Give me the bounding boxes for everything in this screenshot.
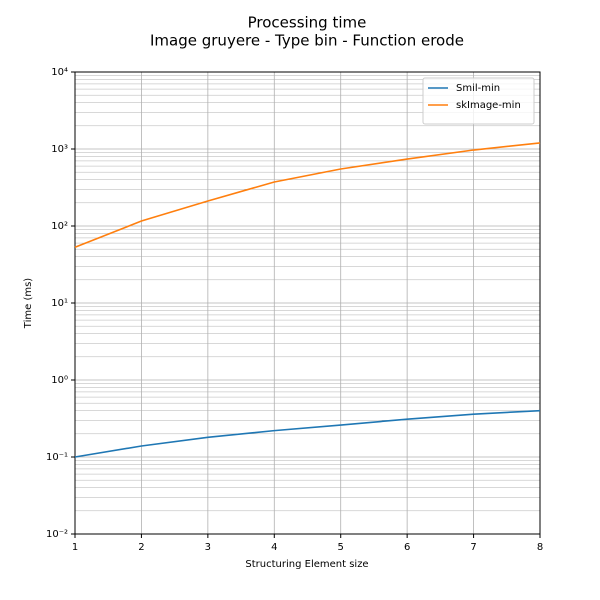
x-tick-label: 3 — [205, 542, 211, 553]
y-tick-label: 10⁴ — [51, 67, 68, 78]
y-tick-label: 10³ — [51, 144, 68, 155]
x-tick-label: 8 — [537, 542, 543, 553]
plot-frame — [74, 71, 541, 535]
y-tick-label: 10⁻² — [46, 529, 68, 540]
series-line — [74, 142, 541, 248]
legend-label: Smil-min — [456, 83, 500, 94]
chart-subtitle: Image gruyere - Type bin - Function erod… — [150, 32, 464, 50]
y-tick-label: 10¹ — [51, 298, 68, 309]
legend-box — [422, 77, 535, 125]
chart-title: Processing time — [248, 14, 367, 32]
x-tick-label: 6 — [404, 542, 410, 553]
x-axis-label: Structuring Element size — [245, 559, 368, 570]
y-tick-label: 10⁻¹ — [46, 452, 68, 463]
x-tick-label: 2 — [138, 542, 144, 553]
series-line — [74, 409, 541, 458]
x-tick-label: 4 — [271, 542, 277, 553]
x-tick-label: 5 — [338, 542, 344, 553]
legend-label: skImage-min — [456, 100, 521, 111]
x-tick-label: 1 — [72, 542, 78, 553]
y-axis-label: Time (ms) — [23, 278, 34, 330]
y-tick-label: 10² — [51, 221, 68, 232]
y-tick-label: 10⁰ — [51, 375, 68, 386]
x-tick-label: 7 — [470, 542, 476, 553]
